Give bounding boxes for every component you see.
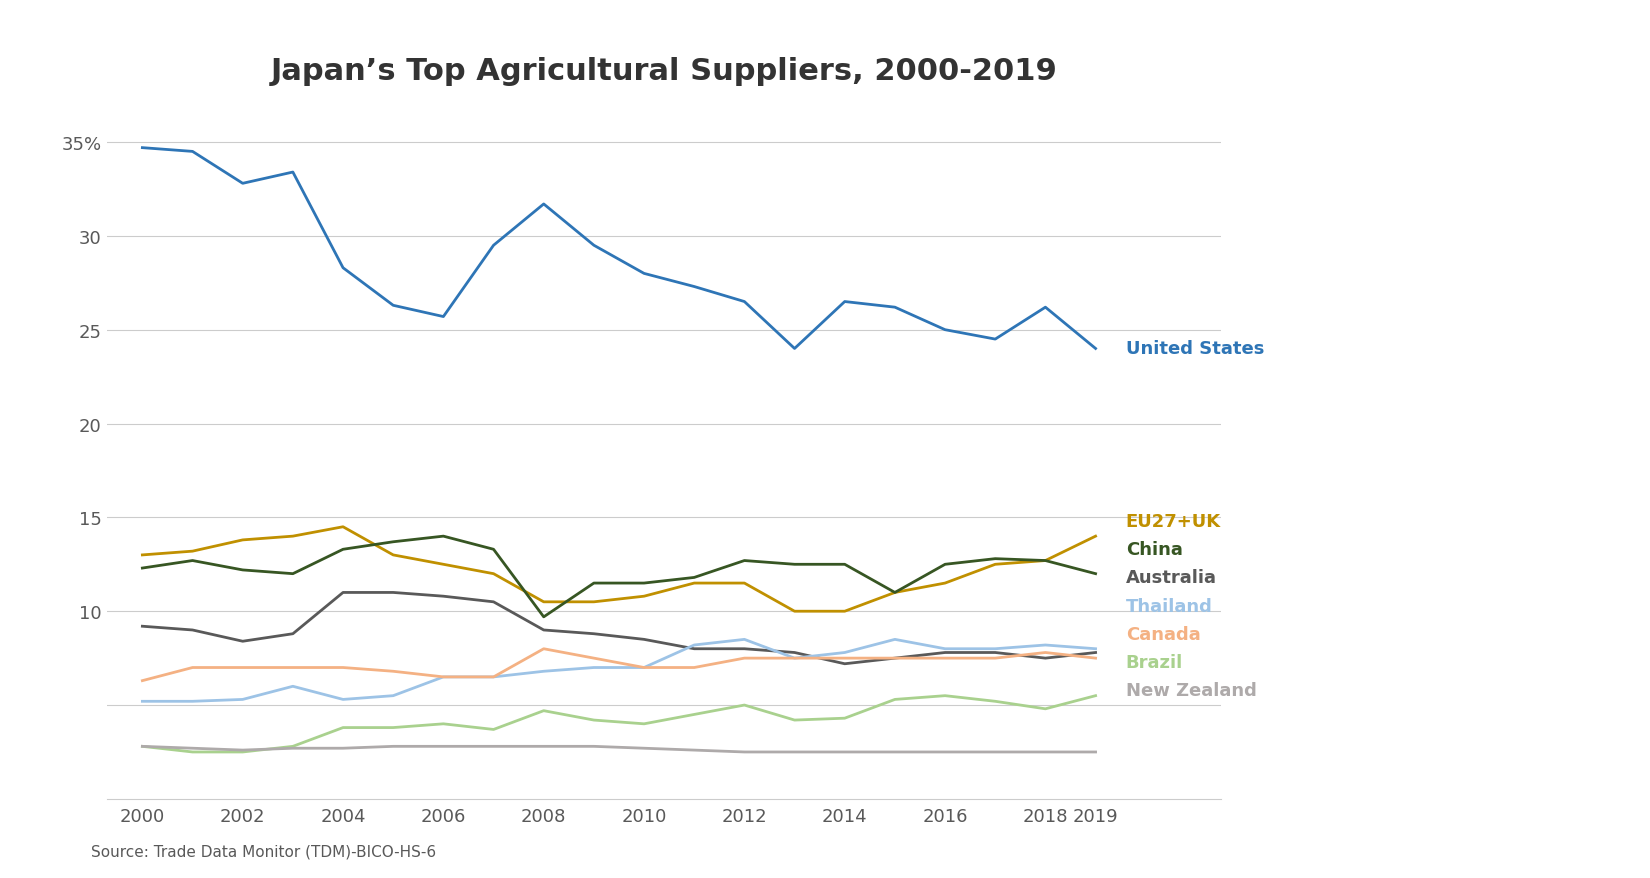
Text: China: China <box>1125 541 1183 558</box>
Text: Canada: Canada <box>1125 625 1201 643</box>
Text: United States: United States <box>1125 340 1264 358</box>
Text: Australia: Australia <box>1125 569 1216 587</box>
Text: New Zealand: New Zealand <box>1125 681 1257 699</box>
Text: EU27+UK: EU27+UK <box>1125 513 1221 530</box>
Text: Brazil: Brazil <box>1125 653 1183 671</box>
Text: Source: Trade Data Monitor (TDM)-BICO-HS-6: Source: Trade Data Monitor (TDM)-BICO-HS… <box>91 844 436 859</box>
Title: Japan’s Top Agricultural Suppliers, 2000-2019: Japan’s Top Agricultural Suppliers, 2000… <box>271 57 1058 86</box>
Text: Thailand: Thailand <box>1125 597 1213 615</box>
